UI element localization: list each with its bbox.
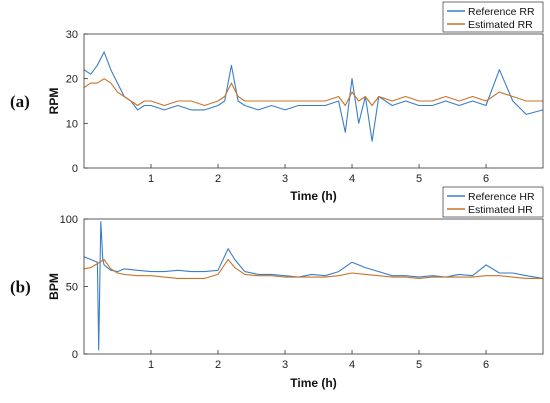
x-tick-label: 4 — [349, 173, 355, 185]
panel-label: (a) — [10, 92, 30, 111]
x-tick-label: 4 — [349, 359, 355, 371]
chart-panel-a: 1 2 3 4 5 6 0 10 20 30 Time (h) RPM (a) Reference RRE… — [10, 1, 544, 203]
y-tick-label: 10 — [66, 118, 78, 130]
x-tick-label: 1 — [148, 359, 154, 371]
legend-entry: Reference RR — [468, 6, 535, 18]
y-tick-label: 30 — [66, 29, 78, 41]
y-axis-label: RPM — [47, 88, 61, 115]
plot-area — [84, 219, 543, 354]
panel-label: (b) — [10, 278, 31, 297]
legend-box — [442, 186, 544, 218]
x-tick-label: 6 — [483, 359, 489, 371]
series-line-estimated-hr — [83, 258, 543, 279]
y-tick-label: 0 — [72, 163, 78, 175]
y-tick-label: 20 — [66, 74, 78, 86]
y-tick-label: 0 — [72, 349, 78, 361]
legend-entry: Estimated RR — [468, 19, 533, 31]
y-tick-label: 50 — [66, 282, 78, 294]
x-tick-label: 3 — [282, 173, 288, 185]
series-line-estimated-rr — [83, 78, 543, 107]
chart-panel-b: 1 2 3 4 5 6 0 50 100 Time (h) BPM (b) Reference HREs… — [10, 186, 544, 390]
x-tick-label: 5 — [416, 359, 422, 371]
legend-box — [442, 1, 544, 33]
x-tick-label: 5 — [416, 173, 422, 185]
x-axis-label: Time (h) — [290, 189, 336, 203]
x-tick-label: 2 — [215, 359, 221, 371]
x-axis-label: Time (h) — [290, 376, 336, 390]
y-tick-label: 100 — [60, 214, 78, 226]
x-tick-label: 2 — [215, 173, 221, 185]
legend-entry: Estimated HR — [468, 204, 533, 216]
x-tick-label: 6 — [483, 173, 489, 185]
x-tick-label: 3 — [282, 359, 288, 371]
legend-entry: Reference HR — [468, 191, 535, 203]
y-axis-label: BPM — [47, 273, 61, 300]
axes-box — [83, 33, 544, 169]
series-line-reference-rr — [83, 51, 544, 142]
x-tick-label: 1 — [148, 173, 154, 185]
